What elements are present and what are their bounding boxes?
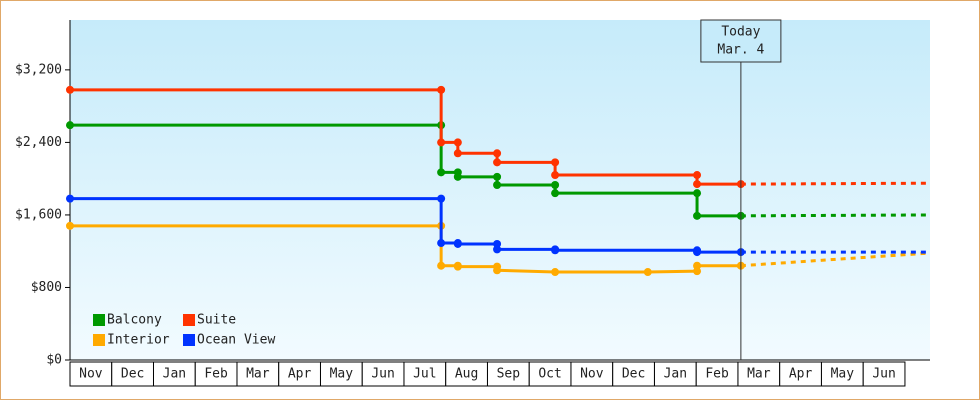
x-tick-label: Nov [580,367,604,382]
data-point [693,189,702,198]
plot-area [70,20,930,360]
legend-swatch [93,334,105,346]
legend-label: Ocean View [197,333,275,348]
data-point [66,194,74,203]
legend-label: Interior [107,333,170,348]
month-box [194,361,238,387]
data-point [453,138,462,147]
data-point [551,268,560,277]
data-point [437,138,446,147]
projection-line [740,213,931,218]
month-box [695,361,739,387]
data-point [693,171,702,180]
x-tick-label: Jun [371,367,394,382]
projection-line [740,251,931,268]
month-box [862,361,906,387]
data-point [493,149,502,158]
legend-swatch [93,314,105,326]
data-point [453,172,462,181]
legend-label: Balcony [107,313,162,328]
x-tick-label: Apr [288,367,312,382]
data-point [437,194,446,203]
x-tick-label: Dec [622,367,645,382]
x-tick-label: Jul [413,367,436,382]
month-box [653,361,697,387]
x-tick-label: Mar [246,367,270,382]
x-tick-label: Dec [121,367,144,382]
month-box [779,361,822,387]
data-point [551,171,560,180]
data-point [66,121,74,130]
data-point [493,158,502,167]
x-tick-label: May [831,367,855,382]
data-point [493,172,502,181]
y-tick-label: $3,200 [15,62,62,77]
y-tick-label: $1,600 [15,207,62,222]
y-tick-label: $0 [46,353,62,368]
x-tick-label: Jan [664,367,687,382]
data-point [453,262,462,271]
month-box [152,361,196,387]
x-tick-label: Nov [79,367,103,382]
data-point [453,149,462,158]
y-tick-label: $800 [31,280,62,295]
x-tick-label: Apr [789,367,813,382]
data-point [437,261,446,270]
x-tick-label: Oct [538,367,561,382]
today-box [700,19,782,63]
y-tick-label: $2,400 [15,135,62,150]
x-tick-label: Feb [705,367,729,382]
data-point [693,180,702,189]
month-box [361,361,405,387]
data-point [551,246,560,255]
x-tick-label: Feb [204,367,228,382]
legend-swatch [183,314,195,326]
month-box [69,361,113,387]
data-point [551,158,560,167]
data-point [437,239,446,248]
data-point [493,266,502,275]
x-tick-label: Jun [872,367,895,382]
month-box [445,361,488,387]
x-tick-label: Sep [497,367,521,382]
data-point [693,261,702,270]
data-point [453,239,462,248]
month-box [236,361,280,387]
x-tick-label: May [330,367,354,382]
data-point [551,181,560,190]
legend-label: Suite [197,313,236,328]
data-point [437,168,446,177]
data-point [693,211,702,220]
data-point [66,85,74,94]
legend-swatch [183,334,195,346]
data-point [643,268,652,277]
month-box [820,361,864,387]
today-label: Mar. 4 [717,43,764,58]
data-point [551,189,560,198]
x-tick-label: Mar [747,367,771,382]
month-box [111,361,154,387]
data-point [693,248,702,257]
today-label: Today [721,25,760,40]
data-point [493,181,502,190]
x-tick-label: Jan [163,367,186,382]
x-tick-label: Aug [455,367,478,382]
projection-line [740,181,931,186]
month-box [528,361,572,387]
data-point [437,85,446,94]
month-box [570,361,614,387]
data-point [66,221,74,230]
data-point [493,245,502,254]
